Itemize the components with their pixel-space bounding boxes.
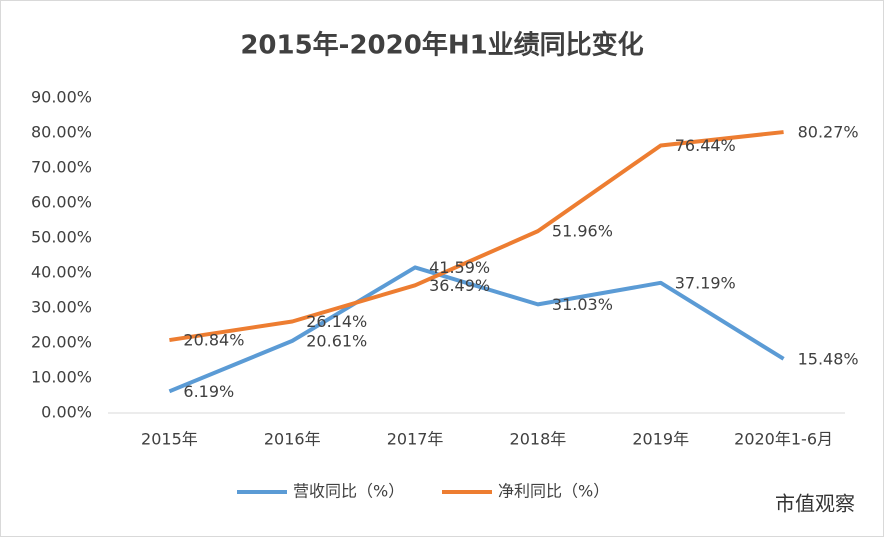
data-label: 76.44% [675,136,736,155]
y-tick-label: 30.00% [31,298,92,317]
y-tick-label: 80.00% [31,123,92,142]
data-label: 26.14% [306,312,367,331]
data-label: 20.61% [306,331,367,350]
y-tick-label: 0.00% [41,403,92,422]
y-tick-label: 20.00% [31,333,92,352]
y-tick-label: 70.00% [31,158,92,177]
x-tick-label: 2020年1-6月 [734,430,833,449]
data-label: 51.96% [552,222,613,241]
watermark: 市值观察 [775,492,855,516]
y-tick-label: 90.00% [31,88,92,107]
chart-title: 2015年-2020年H1业绩同比变化 [240,30,643,61]
x-tick-label: 2015年 [141,430,198,449]
x-tick-label: 2016年 [264,430,321,449]
x-tick-label: 2019年 [632,430,689,449]
series-line [168,265,785,394]
legend-label: 净利同比（%） [498,482,609,501]
data-label: 31.03% [552,295,613,314]
data-label: 6.19% [183,382,234,401]
y-tick-label: 60.00% [31,193,92,212]
data-label: 15.48% [798,349,859,368]
x-tick-label: 2017年 [387,430,444,449]
y-tick-label: 10.00% [31,368,92,387]
data-label: 36.49% [429,276,490,295]
legend-label: 营收同比（%） [293,482,404,501]
x-tick-label: 2018年 [510,430,567,449]
y-tick-label: 40.00% [31,263,92,282]
data-label: 41.59% [429,258,490,277]
data-label: 80.27% [798,123,859,142]
data-label: 37.19% [675,273,736,292]
data-label: 20.84% [183,331,244,350]
series-line [169,130,784,343]
y-tick-label: 50.00% [31,228,92,247]
